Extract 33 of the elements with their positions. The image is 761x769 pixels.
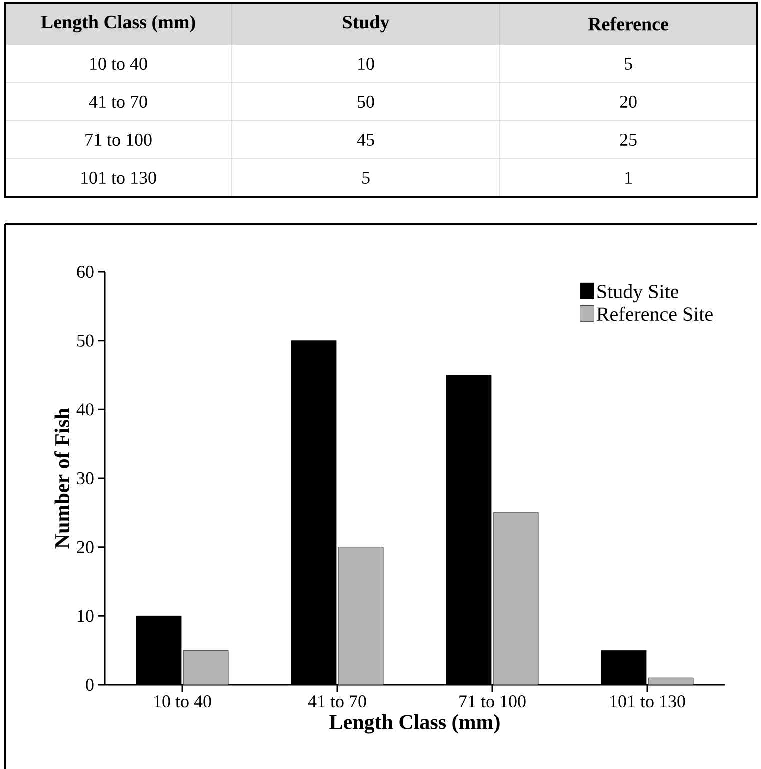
data-label: 20 (620, 96, 637, 108)
text: Study (343, 15, 390, 33)
data-label: 10 (358, 58, 374, 70)
data-label: 1 (626, 172, 632, 184)
x-tick-label: 101 to 130 (610, 696, 686, 708)
bar (183, 650, 229, 685)
y-tick-label: 30 (77, 472, 94, 485)
y-tick-label: 0 (86, 678, 94, 692)
category-label: 71 to 100 (86, 134, 152, 146)
x-tick-label: 10 to 40 (154, 696, 212, 708)
legend-label: Reference Site (597, 306, 713, 322)
data-label: 5 (362, 172, 370, 184)
y-axis-title: Number of Fish (54, 408, 70, 549)
category-label: 10 to 40 (90, 58, 148, 70)
category-label: 101 to 130 (82, 172, 156, 184)
data-label: 25 (620, 134, 637, 146)
category-label: 41 to 70 (89, 96, 148, 108)
y-tick-label: 60 (77, 266, 94, 278)
data-label: 50 (358, 96, 374, 108)
x-axis-title: Length Class (mm) (330, 714, 500, 734)
y-tick-label: 10 (78, 610, 94, 622)
bar (338, 547, 384, 685)
data-label: 45 (357, 134, 374, 146)
text: Length Class (mm) (41, 15, 196, 33)
y-tick-label: 40 (76, 404, 94, 416)
bar (493, 512, 539, 685)
x-tick-label: 71 to 100 (460, 696, 526, 708)
legend-label: Study Site (598, 284, 679, 303)
data-label: 5 (625, 58, 632, 70)
y-tick-label: 20 (77, 541, 94, 554)
text: Reference (588, 17, 668, 31)
y-tick-label: 50 (78, 334, 94, 347)
x-tick-label: 41 to 70 (308, 696, 366, 708)
